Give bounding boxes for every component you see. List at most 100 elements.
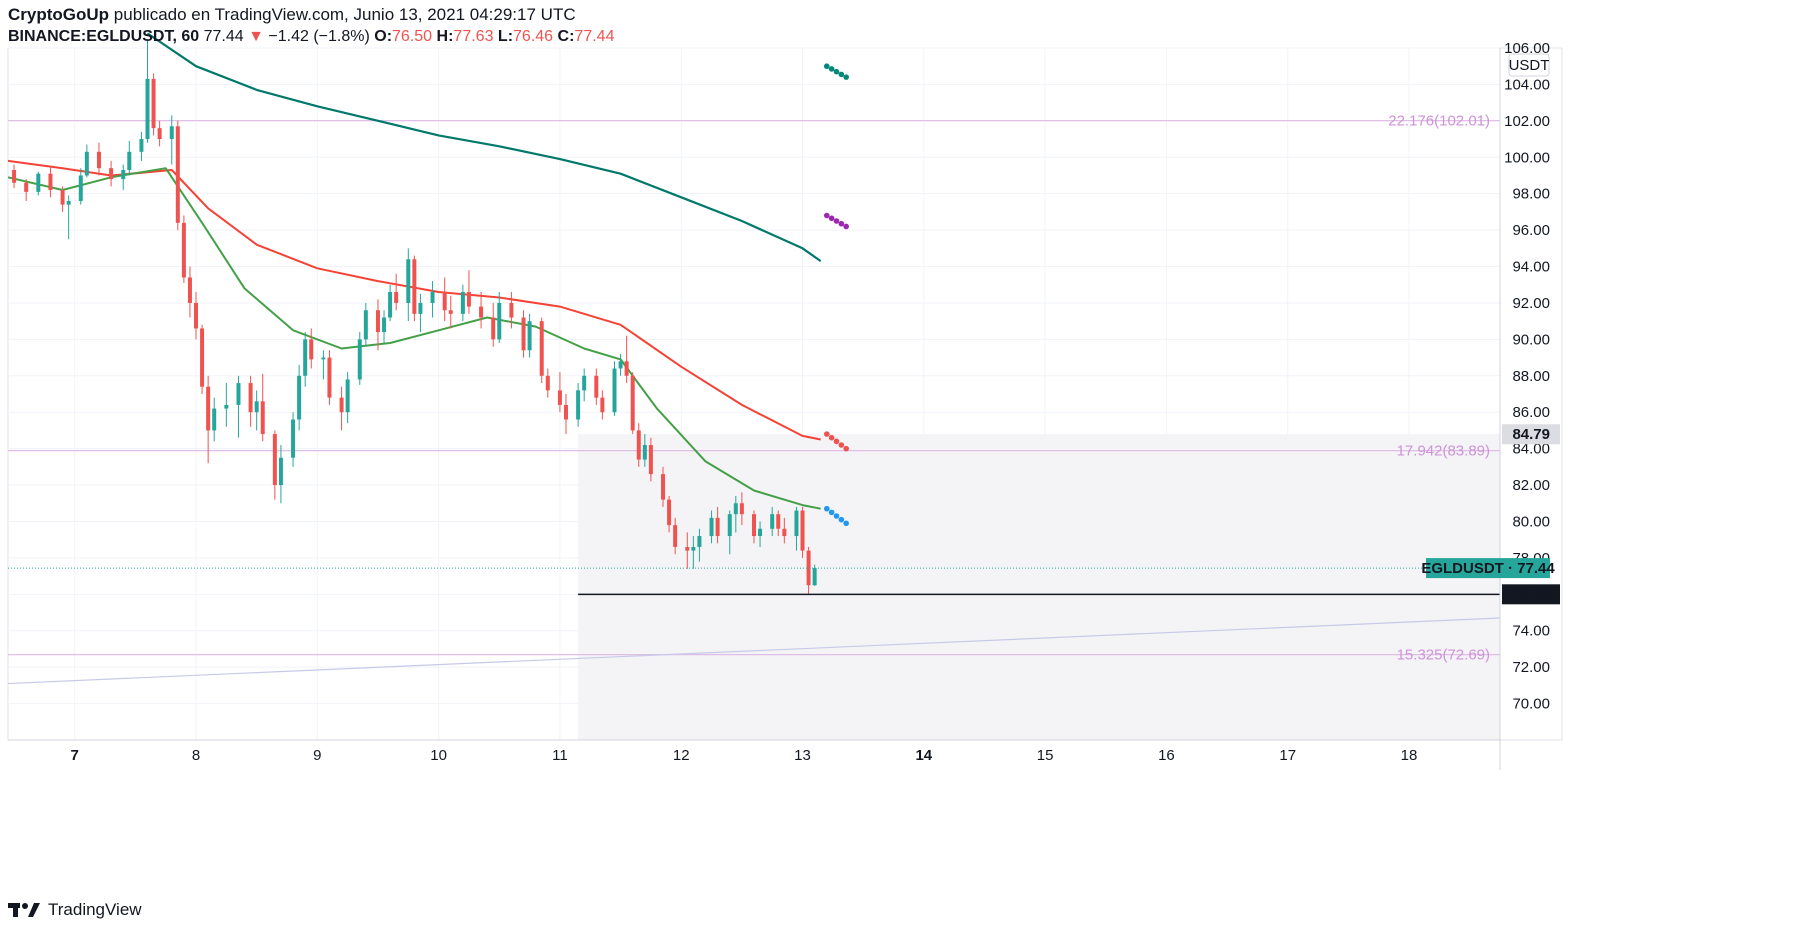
footer: TradingView — [8, 900, 142, 920]
candle-body — [394, 292, 399, 303]
candle-body — [491, 317, 496, 340]
candle-body — [254, 401, 259, 413]
candle-body — [661, 474, 666, 500]
candle-body — [151, 78, 156, 129]
candle-body — [497, 302, 502, 340]
marker-label-76-bg — [1502, 584, 1560, 605]
ema-dot — [828, 434, 835, 441]
candle-body — [812, 568, 817, 586]
candle-body — [96, 151, 101, 169]
ema-dot — [828, 509, 835, 516]
brand-name[interactable]: TradingView — [48, 900, 142, 919]
candle-body — [739, 503, 744, 515]
candle-body — [278, 457, 283, 486]
trendline-line — [7, 617, 1501, 685]
candle-body — [563, 404, 568, 420]
candle-body — [357, 339, 362, 380]
candle-body — [84, 151, 89, 176]
ema-dot — [833, 218, 840, 224]
candle-body — [66, 200, 71, 205]
candle-body — [194, 302, 199, 329]
tradingview-logo-icon[interactable] — [8, 901, 42, 919]
candle-body — [382, 317, 387, 333]
last-price: 77.44 — [203, 28, 244, 45]
candle-body — [406, 259, 411, 303]
candle-body — [418, 302, 423, 314]
ema-dot — [843, 445, 849, 452]
high-label: H: — [436, 28, 454, 45]
ema-dot — [823, 505, 830, 512]
candle-body — [709, 517, 714, 537]
candle-body — [782, 528, 787, 537]
y-tick-label: 92.00 — [1512, 295, 1550, 312]
y-tick-label: 88.00 — [1512, 368, 1550, 385]
symbol-label: BINANCE:EGLDUSDT, 60 — [8, 28, 200, 45]
candle-body — [412, 259, 417, 314]
candle-body — [236, 383, 241, 405]
published-text: publicado en TradingView.com, Junio 13, … — [113, 5, 576, 24]
publisher-line: CryptoGoUp publicado en TradingView.com,… — [8, 4, 614, 26]
candle-body — [794, 510, 799, 537]
x-tick-label: 11 — [552, 747, 568, 764]
candle-body — [752, 514, 756, 537]
shaded-zone — [578, 434, 1500, 740]
candle-body — [770, 514, 775, 529]
fib-level-label: 15.325(72.69) — [1397, 647, 1490, 664]
ema-projection-dots — [823, 63, 849, 527]
candle-body — [582, 375, 587, 391]
candle-body — [187, 277, 192, 303]
candle-body — [715, 517, 720, 537]
candle-body — [309, 339, 314, 360]
ohlc-line: BINANCE:EGLDUSDT, 60 77.44 ▼ −1.42 (−1.8… — [8, 26, 614, 48]
ema-dot — [828, 66, 835, 72]
x-tick-label: 16 — [1158, 747, 1175, 764]
y-tick-label: 104.00 — [1504, 76, 1550, 93]
low-value: 76.46 — [513, 28, 554, 45]
candle-body — [145, 78, 150, 140]
y-tick-label: 106.00 — [1504, 40, 1550, 57]
trendline[interactable] — [7, 617, 1501, 685]
ema-dot — [843, 223, 849, 230]
candle-body — [636, 430, 641, 460]
close-value: 77.44 — [574, 28, 615, 45]
candle-body — [697, 536, 702, 547]
candle-body — [612, 368, 617, 413]
low-label: L: — [497, 28, 514, 45]
ema-dot — [843, 520, 849, 527]
candle-body — [291, 419, 296, 458]
candle-body — [521, 317, 526, 351]
price-lines — [8, 567, 1500, 596]
candle-body — [691, 546, 696, 551]
candle-body — [248, 383, 253, 413]
y-tick-label: 90.00 — [1512, 331, 1550, 348]
candle-body — [206, 386, 211, 431]
candle-body — [545, 375, 550, 391]
marker-label-84: 84.79 — [1512, 426, 1550, 443]
close-label: C: — [557, 28, 575, 45]
candle-body — [733, 503, 738, 515]
candle-body — [776, 514, 781, 529]
y-tick-label: 82.00 — [1512, 477, 1550, 494]
shaded-zone-rect — [578, 434, 1500, 740]
y-tick-label: 70.00 — [1512, 696, 1550, 713]
candle-body — [109, 168, 114, 180]
fib-level-label: 17.942(83.89) — [1397, 443, 1490, 460]
x-tick-label: 13 — [794, 747, 811, 764]
author-name[interactable]: CryptoGoUp — [8, 5, 110, 24]
candle-body — [36, 173, 41, 192]
currency-label: USDT — [1509, 57, 1550, 74]
candle-body — [139, 139, 144, 152]
candle-body — [509, 302, 514, 318]
candle-body — [200, 328, 205, 387]
y-tick-label: 84.00 — [1512, 441, 1550, 458]
candle-body — [600, 397, 605, 413]
candle-body — [466, 292, 471, 307]
candle-body — [800, 510, 805, 551]
ema-dot — [838, 516, 845, 523]
candle-body — [260, 401, 265, 435]
candle-body — [224, 404, 229, 409]
candle-body — [212, 408, 217, 431]
x-tick-label: 10 — [430, 747, 447, 764]
y-tick-label: 98.00 — [1512, 186, 1550, 203]
